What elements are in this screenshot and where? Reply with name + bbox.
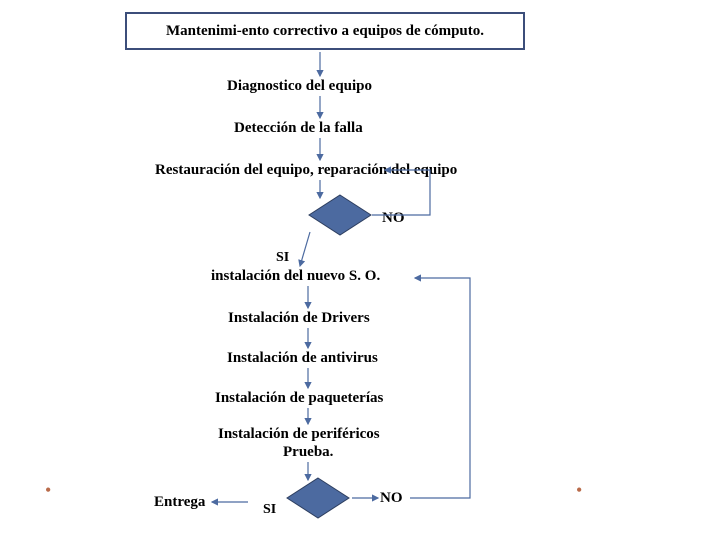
flow-step-drv: Instalación de Drivers xyxy=(228,310,370,327)
flow-step-entrega: Entrega xyxy=(154,494,205,511)
decision-diamond-0 xyxy=(309,195,371,235)
flow-step-no2: NO xyxy=(380,490,403,507)
flowchart-canvas: Mantenimi-ento correctivo a equipos de c… xyxy=(0,0,720,540)
decorative-bullet-1: • xyxy=(576,480,582,501)
flow-step-detect: Detección de la falla xyxy=(234,120,363,137)
decision-diamond-1 xyxy=(287,478,349,518)
flow-arrow-4 xyxy=(300,232,310,266)
flowchart-title-text: Mantenimi-ento correctivo a equipos de c… xyxy=(166,23,484,40)
flow-step-pkg: Instalación de paqueterías xyxy=(215,390,383,407)
flowchart-title-box: Mantenimi-ento correctivo a equipos de c… xyxy=(125,12,525,50)
flow-step-av: Instalación de antivirus xyxy=(227,350,378,367)
flow-step-si2: SI xyxy=(263,502,276,518)
flow-step-diag: Diagnostico del equipo xyxy=(227,78,372,95)
decorative-bullet-0: • xyxy=(45,480,51,501)
flow-step-no1: NO xyxy=(382,210,405,227)
flow-step-inst_so: instalación del nuevo S. O. xyxy=(211,268,380,285)
flow-step-si1: SI xyxy=(276,250,289,266)
flow-step-prueba: Prueba. xyxy=(283,444,333,461)
flow-step-perif: Instalación de periféricos xyxy=(218,426,380,443)
flow-step-rest: Restauración del equipo, reparación del … xyxy=(155,162,457,179)
feedback-path-1 xyxy=(410,278,470,498)
